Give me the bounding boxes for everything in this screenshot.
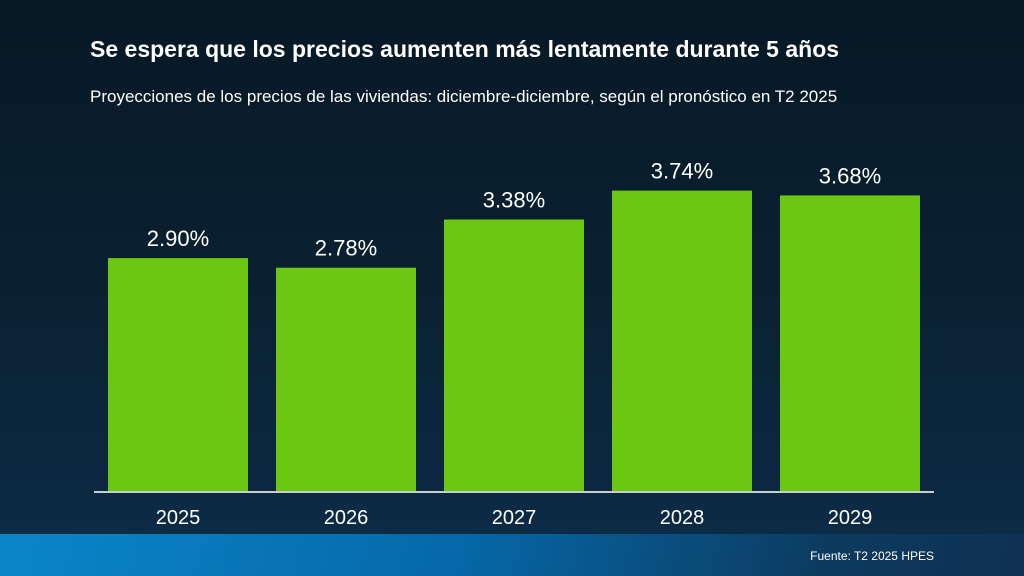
chart-subtitle: Proyecciones de los precios de las vivie… bbox=[90, 87, 838, 106]
data-label: 3.74% bbox=[651, 159, 713, 184]
bar-2029 bbox=[780, 195, 920, 491]
chart-title: Se espera que los precios aumenten más l… bbox=[90, 36, 840, 62]
bar-2028 bbox=[612, 190, 752, 491]
x-tick-label: 2027 bbox=[492, 507, 537, 529]
bar-2026 bbox=[276, 267, 416, 491]
data-label: 3.68% bbox=[819, 163, 881, 188]
data-label: 2.90% bbox=[147, 226, 209, 251]
bar-2025 bbox=[108, 258, 248, 491]
data-label: 2.78% bbox=[315, 236, 377, 261]
x-tick-label: 2026 bbox=[324, 507, 369, 529]
x-tick-label: 2025 bbox=[156, 507, 201, 529]
bar-2027 bbox=[444, 219, 584, 492]
footer-band: Fuente: T2 2025 HPES bbox=[0, 534, 1024, 576]
x-tick-label: 2028 bbox=[660, 507, 705, 529]
x-tick-label: 2029 bbox=[828, 507, 873, 529]
bar-chart: 2.90% 2025 2.78% 2026 3.38% 2027 3.74% 2028 3.68… bbox=[94, 159, 934, 529]
source-note: Fuente: T2 2025 HPES bbox=[810, 549, 934, 563]
data-label: 3.38% bbox=[483, 188, 545, 213]
